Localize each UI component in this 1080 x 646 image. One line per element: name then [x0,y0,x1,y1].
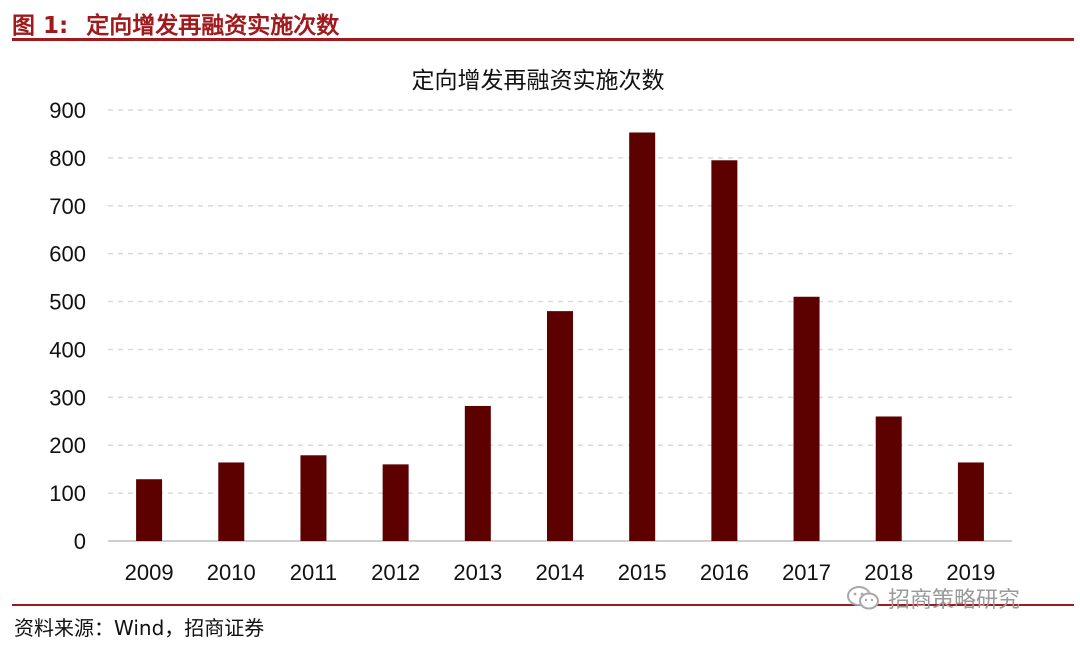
y-tick-label: 100 [49,481,86,506]
y-tick-label: 900 [49,98,86,123]
bar-2019 [957,462,984,541]
watermark: 招商策略研究 [846,582,1020,614]
bar-2016 [711,160,738,541]
chart-title: 定向增发再融资实施次数 [412,68,665,94]
x-tick-label: 2010 [207,560,256,585]
x-tick-label: 2011 [290,560,337,585]
bar-2018 [875,416,902,541]
y-tick-label: 800 [49,146,86,171]
bar-2012 [382,464,409,541]
y-tick-label: 500 [49,290,86,315]
watermark-text: 招商策略研究 [888,588,1021,613]
bar-2014 [547,311,573,541]
figure-title-text: 定向增发再融资实施次数 [86,13,340,39]
bar-2010 [218,462,245,541]
figure-header: 图 1: 定向增发再融资实施次数 [12,4,1074,40]
x-tick-label: 2014 [536,560,585,585]
bar-2015 [629,132,656,541]
x-tick-label: 2012 [371,560,420,585]
x-tick-label: 2018 [864,560,913,585]
bar-2017 [793,296,820,541]
x-tick-label: 2013 [453,560,502,585]
figure-title: 图 1: 定向增发再融资实施次数 [12,6,339,40]
footer-rule [12,604,1074,606]
bar-chart: 定向增发再融资实施次数 0 100 200 300 400 500 600 700 800 900 2… [49,68,1012,585]
x-tick-label: 2016 [700,560,749,585]
wechat-icon [847,586,879,610]
bar-2013 [464,405,491,541]
header-rule [12,38,1074,41]
x-tick-label: 2017 [782,560,831,585]
y-tick-label: 300 [49,385,86,410]
bar-2009 [136,479,163,541]
y-tick-label: 0 [74,529,86,554]
x-tick-label: 2019 [946,560,995,585]
x-tick-label: 2009 [125,560,174,585]
y-tick-label: 200 [49,433,86,458]
bar-2011 [300,455,327,541]
figure-label: 图 1: [12,13,69,39]
y-tick-label: 400 [49,337,86,362]
y-tick-label: 700 [49,194,86,219]
x-tick-label: 2015 [618,560,667,585]
source-note: 资料来源：Wind，招商证券 [14,616,265,640]
y-tick-label: 600 [49,242,86,267]
